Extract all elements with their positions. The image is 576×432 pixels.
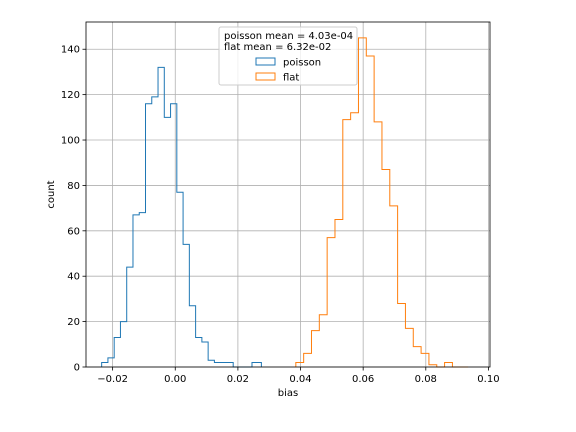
- legend: poisson mean = 4.03e-04 flat mean = 6.32…: [218, 26, 358, 86]
- x-tick-label: −0.02: [97, 374, 128, 385]
- legend-swatch-flat: [255, 72, 276, 81]
- x-tick-label: 0.10: [477, 374, 499, 385]
- legend-title-flat-mean: flat mean = 6.32e-02: [224, 42, 331, 53]
- legend-label-flat: flat: [283, 73, 299, 84]
- legend-label-poisson: poisson: [283, 58, 321, 69]
- y-tick-label: 40: [67, 272, 80, 283]
- y-axis-label: count: [46, 180, 57, 208]
- x-tick-label: 0.08: [415, 374, 437, 385]
- x-tick-label: 0.04: [289, 374, 311, 385]
- y-tick-label: 140: [61, 45, 80, 56]
- x-tick-label: 0.00: [164, 374, 186, 385]
- plot-frame: [85, 21, 491, 368]
- x-axis-ticks: −0.02 0.00 0.02 0.04 0.06 0.08 0.10: [97, 367, 500, 385]
- x-tick-label: 0.06: [352, 374, 374, 385]
- y-tick-label: 0: [74, 363, 80, 374]
- legend-title-poisson-mean: poisson mean = 4.03e-04: [224, 31, 353, 42]
- x-tick-label: 0.02: [227, 374, 249, 385]
- legend-swatch-poisson: [255, 57, 276, 66]
- y-tick-label: 120: [61, 90, 80, 101]
- y-tick-label: 80: [67, 181, 80, 192]
- histogram-step-poisson: [101, 66, 262, 368]
- series-layer: [101, 37, 469, 368]
- legend-box: [218, 26, 358, 86]
- y-tick-label: 20: [67, 317, 80, 328]
- histogram-step-flat: [295, 37, 469, 368]
- y-tick-label: 60: [67, 226, 80, 237]
- y-tick-label: 100: [61, 136, 80, 147]
- x-axis-label: bias: [278, 388, 298, 399]
- y-axis-ticks: 0 20 40 60 80 100 120 140: [61, 45, 86, 374]
